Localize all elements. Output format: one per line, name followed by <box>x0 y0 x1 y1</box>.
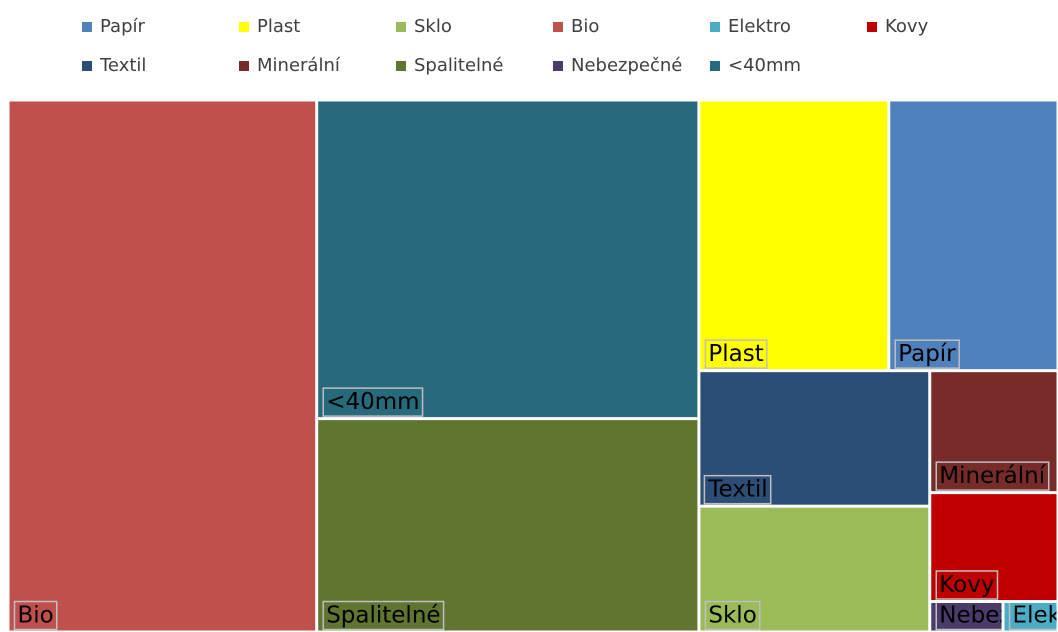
tile-label-group: Spalitelné <box>322 600 445 631</box>
legend-label: Textil <box>99 55 146 76</box>
legend-item: Elektro <box>710 16 791 37</box>
label-frame <box>1008 603 1057 631</box>
tile-label: Papír <box>898 341 956 367</box>
tile-label: <40mm <box>326 389 419 415</box>
tile-label-group: Plast <box>704 339 768 369</box>
tile-label: Elektro <box>1013 603 1058 629</box>
tile: Elektro <box>1004 603 1058 631</box>
legend-label: Elektro <box>728 16 791 37</box>
legend-swatch <box>239 22 249 32</box>
legend-label: Bio <box>571 16 599 37</box>
tile: Papír <box>890 101 1057 370</box>
label-frame <box>703 474 772 505</box>
legend-label: Nebezpečné <box>571 55 682 76</box>
legend-swatch <box>239 61 249 71</box>
tile-label: Plast <box>708 341 763 367</box>
legend-label: Kovy <box>885 16 929 37</box>
tile: Spalitelné <box>318 420 698 631</box>
tile-rect <box>931 494 1057 601</box>
legend-swatch <box>82 22 92 32</box>
tile-rect <box>318 420 698 631</box>
tile-label: Textil <box>707 477 767 503</box>
legend-label: Sklo <box>414 16 452 37</box>
tile-rect <box>700 372 929 505</box>
legend-swatch <box>867 22 877 32</box>
tile-label: Sklo <box>708 603 756 629</box>
tile-label: Minerální <box>939 463 1045 489</box>
legend-swatch <box>396 22 406 32</box>
tile-label-group: <40mm <box>322 387 424 417</box>
legend-item: Kovy <box>867 16 929 37</box>
legend-item: <40mm <box>710 55 801 76</box>
tile: Sklo <box>700 507 929 631</box>
tile-label-group: Minerální <box>935 461 1050 491</box>
legend-item: Plast <box>239 16 300 37</box>
label-frame <box>935 570 999 600</box>
legend-swatch <box>710 22 720 32</box>
legend-item: Bio <box>553 16 599 37</box>
tile-rect <box>700 101 888 370</box>
label-frame <box>935 461 1050 491</box>
legend-swatch <box>553 61 563 71</box>
tile-label-group: Kovy <box>935 570 999 600</box>
tile-rect <box>9 101 316 631</box>
tile: Bio <box>9 101 316 631</box>
label-frame <box>935 603 1002 631</box>
tile-rect <box>318 101 698 418</box>
legend-swatch <box>82 61 92 71</box>
tile-label-group: Elektro <box>1008 603 1058 631</box>
legend-swatch <box>553 22 563 32</box>
label-frame <box>894 339 960 369</box>
tile-label-group: Sklo <box>704 600 761 631</box>
legend-item: Spalitelné <box>396 55 504 76</box>
tile: Nebezpečné <box>931 603 1058 631</box>
tile-rect <box>931 603 1002 631</box>
tile-label-group: Bio <box>13 600 58 631</box>
tile: Plast <box>700 101 888 370</box>
tile: <40mm <box>318 101 698 418</box>
tile-rect <box>1004 603 1057 631</box>
label-frame <box>13 600 58 631</box>
legend-swatch <box>396 61 406 71</box>
tile-label-group: Papír <box>894 339 960 369</box>
tile-label-group: Textil <box>703 474 772 505</box>
tile-label-group: Nebezpečné <box>935 603 1058 631</box>
tile-label: Spalitelné <box>326 603 440 629</box>
tile: Kovy <box>931 494 1057 601</box>
legend-item: Sklo <box>396 16 452 37</box>
legend-label: Papír <box>100 16 146 37</box>
legend-label: Plast <box>257 16 300 37</box>
legend-item: Nebezpečné <box>553 55 682 76</box>
tile-label: Kovy <box>939 572 994 598</box>
tile-rect <box>931 372 1057 492</box>
legend-label: Spalitelné <box>414 55 504 76</box>
tile-label: Nebezpečné <box>939 603 1058 629</box>
label-frame <box>322 600 445 631</box>
legend-item: Papír <box>82 16 146 37</box>
tile-label: Bio <box>18 603 54 629</box>
tile: Textil <box>700 372 929 505</box>
tile: Minerální <box>931 372 1057 492</box>
label-frame <box>704 600 761 631</box>
legend-item: Minerální <box>239 55 341 76</box>
label-frame <box>322 387 424 417</box>
tile-rect <box>890 101 1057 370</box>
legend-swatch <box>710 61 720 71</box>
tile-rect <box>700 507 929 631</box>
legend-label: <40mm <box>728 55 801 76</box>
legend-label: Minerální <box>257 55 341 76</box>
legend-item: Textil <box>82 55 146 76</box>
label-frame <box>704 339 768 369</box>
